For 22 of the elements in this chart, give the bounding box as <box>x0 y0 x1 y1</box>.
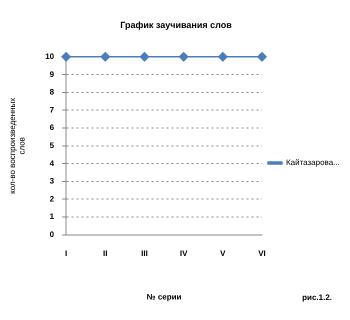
y-tick-label: 3 <box>50 176 55 186</box>
chart-title: График заучивания слов <box>120 20 232 30</box>
x-tick-label: VI <box>258 248 266 258</box>
x-axis-title: № серии <box>146 292 182 302</box>
y-axis-title: кол-во воспроизведенных слов <box>8 98 27 194</box>
y-tick-label: 4 <box>50 158 55 168</box>
y-tick-label: 1 <box>50 212 55 222</box>
text: рис.1.2. <box>302 293 332 302</box>
y-tick-label: 6 <box>50 123 55 132</box>
y-tick-label: 5 <box>50 141 55 150</box>
y-tick-label: 9 <box>50 70 55 79</box>
x-tick-label: IV <box>180 248 188 258</box>
y-tick-label: 8 <box>50 88 55 97</box>
legend-label: Кайтазарова... <box>286 158 340 168</box>
x-tick-label: III <box>141 248 148 258</box>
y-tick-label: 10 <box>45 52 55 62</box>
x-tick-label: V <box>220 248 226 258</box>
y-tick-label: 2 <box>50 194 55 204</box>
y-tick-label: 0 <box>50 230 55 240</box>
y-tick-label: 7 <box>50 105 55 114</box>
x-tick-label: II <box>103 248 108 258</box>
x-tick-label: I <box>64 248 68 258</box>
